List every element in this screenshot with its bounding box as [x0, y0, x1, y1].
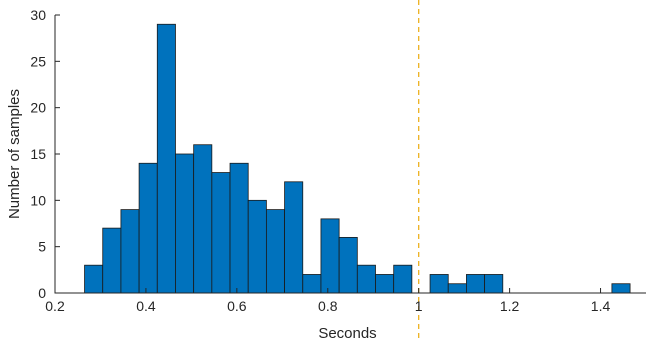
y-axis-title: Number of samples [6, 89, 23, 219]
y-tick-label: 20 [30, 100, 46, 116]
histogram-bar [611, 283, 631, 294]
histogram-bar [284, 181, 304, 294]
x-tick-label: 0.2 [45, 298, 65, 314]
histogram-bar [120, 209, 140, 294]
histogram-bar [320, 218, 340, 294]
histogram-bar [429, 274, 449, 294]
x-tick-label: 1 [415, 298, 423, 314]
histogram-bar [229, 162, 249, 294]
y-tick-label: 30 [30, 7, 46, 23]
histogram-bar [265, 209, 285, 294]
x-tick-label: 0.6 [227, 298, 247, 314]
histogram-bar [84, 264, 104, 294]
histogram-bar [211, 172, 231, 294]
y-tick-label: 0 [38, 285, 46, 301]
x-axis-ticks: 0.2 0.4 0.6 0.8 1 1.2 1.4 [45, 288, 610, 314]
x-tick-label: 1.4 [591, 298, 611, 314]
x-tick-label: 1.2 [500, 298, 520, 314]
y-tick-label: 10 [30, 192, 46, 208]
histogram-bar [338, 236, 358, 294]
y-tick-label: 25 [30, 53, 46, 69]
y-tick-label: 5 [38, 239, 46, 255]
histogram-bar [484, 274, 504, 294]
histogram-bar [156, 23, 176, 294]
histogram-bar [175, 153, 195, 294]
x-axis-title: Seconds [318, 325, 376, 342]
histogram-bar [302, 274, 322, 294]
histogram-bar [356, 264, 376, 294]
histogram-bar [247, 199, 267, 294]
x-tick-label: 0.8 [318, 298, 338, 314]
histogram-bar [102, 227, 122, 294]
histogram-bar [138, 162, 158, 294]
bars [84, 23, 631, 294]
x-tick-label: 0.4 [136, 298, 156, 314]
histogram-bar [375, 274, 395, 294]
histogram-bar [447, 283, 467, 294]
y-tick-label: 15 [30, 146, 46, 162]
histogram-bar [393, 264, 413, 294]
histogram-bar [193, 144, 213, 294]
y-axis-ticks: 0 5 10 15 20 25 30 [30, 7, 60, 301]
histogram-bar [466, 274, 486, 294]
axes: 0.2 0.4 0.6 0.8 1 1.2 1.4 0 5 10 15 20 25 30 [30, 7, 646, 314]
